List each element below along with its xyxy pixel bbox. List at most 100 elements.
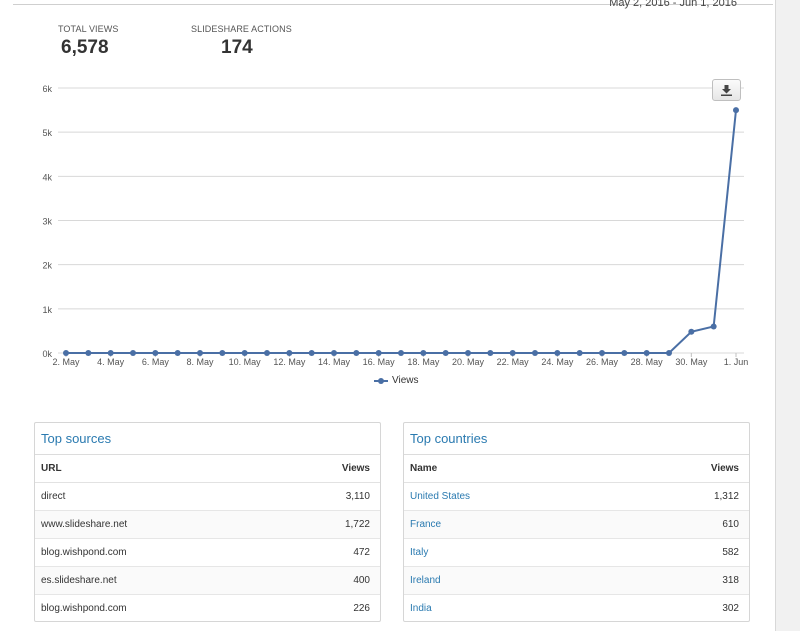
source-name: direct bbox=[35, 482, 273, 511]
source-name: www.slideshare.net bbox=[35, 510, 273, 539]
source-name: blog.wishpond.com bbox=[35, 594, 273, 621]
source-views: 3,110 bbox=[272, 482, 380, 511]
series-line-views bbox=[66, 109, 737, 354]
y-tick-label: 0k bbox=[42, 349, 52, 359]
country-link[interactable]: Italy bbox=[404, 538, 618, 567]
analytics-panel: May 2, 2016 - Jun 1, 2016 TOTAL VIEWS 6,… bbox=[0, 0, 776, 631]
country-views: 1,312 bbox=[617, 482, 749, 511]
top-countries-title: Top countries bbox=[404, 423, 749, 455]
country-link[interactable]: United States bbox=[404, 482, 618, 511]
x-tick-label: 22. May bbox=[497, 357, 530, 367]
country-views: 582 bbox=[617, 538, 749, 567]
table-row: United States 1,312 bbox=[404, 482, 749, 511]
slideshare-actions-label: SLIDESHARE ACTIONS bbox=[191, 24, 292, 34]
table-row: India 302 bbox=[404, 594, 749, 621]
data-point bbox=[241, 350, 248, 356]
legend-label-views: Views bbox=[392, 375, 419, 386]
x-tick-label: 8. May bbox=[186, 357, 214, 367]
download-chart-button[interactable] bbox=[712, 79, 741, 101]
data-point bbox=[85, 350, 92, 356]
top-sources-card: Top sources URL Views direct 3,110 www.sl… bbox=[34, 422, 381, 622]
data-point bbox=[576, 350, 583, 356]
y-tick-label: 4k bbox=[42, 172, 52, 182]
top-countries-table: Name Views United States 1,312 France 610 … bbox=[404, 455, 749, 621]
download-icon bbox=[721, 85, 732, 96]
data-point bbox=[264, 350, 270, 356]
source-views: 226 bbox=[272, 594, 380, 621]
source-name: blog.wishpond.com bbox=[35, 538, 273, 567]
country-views: 318 bbox=[617, 566, 749, 595]
country-link[interactable]: India bbox=[404, 594, 618, 621]
data-point bbox=[442, 350, 449, 356]
data-point bbox=[688, 328, 695, 335]
data-point bbox=[643, 350, 650, 356]
table-row: Italy 582 bbox=[404, 538, 749, 567]
column-header-name: Name bbox=[404, 455, 618, 483]
top-sources-title: Top sources bbox=[35, 423, 380, 455]
views-line-chart: 0k 1k 2k 3k 4k 5k 6k 2. May 4. May 6. May 8. May 10… bbox=[42, 84, 749, 367]
slideshare-actions-value: 174 bbox=[221, 37, 253, 58]
legend-series-marker bbox=[374, 376, 388, 386]
x-tick-label: 24. May bbox=[541, 357, 574, 367]
data-point bbox=[353, 350, 360, 356]
x-tick-label: 14. May bbox=[318, 357, 351, 367]
x-tick-label: 10. May bbox=[229, 357, 262, 367]
data-point bbox=[733, 107, 739, 114]
total-views-value: 6,578 bbox=[61, 37, 109, 58]
source-views: 1,722 bbox=[272, 510, 380, 539]
data-point bbox=[331, 350, 337, 356]
total-views-stat: TOTAL VIEWS 6,578 bbox=[58, 24, 118, 59]
table-row: www.slideshare.net 1,722 bbox=[35, 510, 380, 539]
x-tick-label: 26. May bbox=[586, 357, 619, 367]
data-point bbox=[197, 350, 203, 356]
x-tick-label: 1. Jun bbox=[724, 357, 749, 367]
column-header-views: Views bbox=[617, 455, 749, 483]
data-point bbox=[308, 350, 315, 356]
date-range: May 2, 2016 - Jun 1, 2016 bbox=[609, 0, 737, 9]
x-tick-label: 28. May bbox=[631, 357, 664, 367]
total-views-label: TOTAL VIEWS bbox=[58, 24, 119, 34]
x-tick-label: 6. May bbox=[142, 357, 170, 367]
table-row: es.slideshare.net 400 bbox=[35, 566, 380, 595]
table-row: France 610 bbox=[404, 510, 749, 539]
table-row: direct 3,110 bbox=[35, 482, 380, 511]
data-point bbox=[152, 350, 159, 356]
x-tick-label: 2. May bbox=[52, 357, 80, 367]
x-tick-label: 4. May bbox=[97, 357, 125, 367]
x-tick-label: 18. May bbox=[407, 357, 440, 367]
data-point bbox=[666, 350, 672, 356]
top-sources-table: URL Views direct 3,110 www.slideshare.net… bbox=[35, 455, 380, 621]
column-header-views: Views bbox=[272, 455, 380, 483]
y-tick-label: 1k bbox=[42, 305, 52, 315]
country-views: 610 bbox=[617, 510, 749, 539]
data-point bbox=[487, 350, 494, 356]
data-point bbox=[554, 350, 561, 356]
y-tick-label: 5k bbox=[42, 128, 52, 138]
data-point bbox=[710, 323, 717, 330]
x-tick-label: 30. May bbox=[675, 357, 708, 367]
slideshare-actions-stat: SLIDESHARE ACTIONS 174 bbox=[191, 24, 292, 59]
top-divider bbox=[13, 4, 773, 5]
data-point bbox=[286, 350, 293, 356]
data-point bbox=[398, 350, 404, 356]
data-point bbox=[621, 350, 628, 356]
data-point bbox=[219, 350, 226, 356]
table-row: Ireland 318 bbox=[404, 566, 749, 595]
source-views: 400 bbox=[272, 566, 380, 595]
data-point bbox=[174, 350, 181, 356]
data-point bbox=[465, 350, 471, 356]
chart-legend[interactable]: Views bbox=[374, 375, 419, 386]
y-tick-label: 3k bbox=[42, 217, 52, 227]
data-point bbox=[130, 350, 136, 356]
data-point bbox=[532, 350, 538, 356]
country-views: 302 bbox=[617, 594, 749, 621]
top-countries-card: Top countries Name Views United States 1,… bbox=[403, 422, 750, 622]
source-name: es.slideshare.net bbox=[35, 566, 273, 595]
column-header-url: URL bbox=[35, 455, 273, 483]
country-link[interactable]: Ireland bbox=[404, 566, 618, 595]
data-point bbox=[63, 350, 69, 356]
country-link[interactable]: France bbox=[404, 510, 618, 539]
table-row: blog.wishpond.com 472 bbox=[35, 538, 380, 567]
y-tick-label: 6k bbox=[42, 84, 52, 94]
data-point bbox=[375, 350, 382, 356]
